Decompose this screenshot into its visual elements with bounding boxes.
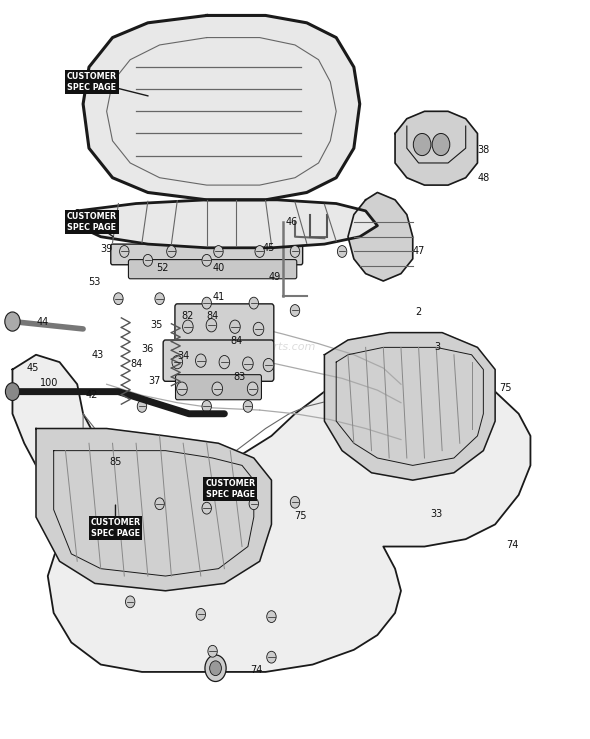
Text: 33: 33 bbox=[430, 509, 442, 519]
Polygon shape bbox=[395, 112, 477, 185]
Circle shape bbox=[212, 382, 222, 395]
Circle shape bbox=[230, 320, 240, 333]
Circle shape bbox=[219, 355, 230, 369]
Text: 74: 74 bbox=[507, 540, 519, 550]
Text: 48: 48 bbox=[477, 173, 490, 183]
Text: 41: 41 bbox=[212, 292, 225, 302]
Text: 35: 35 bbox=[150, 320, 163, 330]
Text: 37: 37 bbox=[149, 375, 161, 386]
Circle shape bbox=[202, 254, 211, 266]
Circle shape bbox=[242, 357, 253, 370]
Text: 45: 45 bbox=[263, 243, 275, 253]
Text: CUSTOMER
SPEC PAGE: CUSTOMER SPEC PAGE bbox=[205, 479, 255, 499]
Circle shape bbox=[172, 355, 182, 369]
Circle shape bbox=[249, 498, 258, 510]
Text: 47: 47 bbox=[412, 247, 425, 256]
Circle shape bbox=[208, 645, 217, 657]
FancyBboxPatch shape bbox=[129, 259, 297, 279]
Circle shape bbox=[249, 297, 258, 309]
Circle shape bbox=[253, 322, 264, 336]
Circle shape bbox=[182, 320, 193, 333]
Circle shape bbox=[255, 245, 264, 257]
Text: CUSTOMER
SPEC PAGE: CUSTOMER SPEC PAGE bbox=[67, 212, 117, 232]
FancyBboxPatch shape bbox=[163, 340, 274, 381]
Circle shape bbox=[247, 382, 258, 395]
Circle shape bbox=[155, 293, 165, 304]
Circle shape bbox=[176, 382, 187, 395]
Circle shape bbox=[167, 245, 176, 257]
Text: 84: 84 bbox=[206, 311, 219, 321]
Text: CUSTOMER
SPEC PAGE: CUSTOMER SPEC PAGE bbox=[90, 518, 140, 538]
Text: 74: 74 bbox=[251, 665, 263, 675]
Circle shape bbox=[290, 304, 300, 316]
Circle shape bbox=[206, 319, 217, 332]
Text: eReplacementParts.com: eReplacementParts.com bbox=[180, 342, 316, 353]
Polygon shape bbox=[324, 333, 495, 480]
Text: 43: 43 bbox=[91, 350, 104, 360]
Circle shape bbox=[120, 245, 129, 257]
Text: 39: 39 bbox=[100, 245, 113, 254]
Circle shape bbox=[5, 383, 19, 401]
Circle shape bbox=[243, 401, 253, 412]
Text: 83: 83 bbox=[233, 372, 245, 382]
Text: 38: 38 bbox=[477, 145, 490, 154]
Text: 36: 36 bbox=[142, 344, 154, 354]
Circle shape bbox=[137, 401, 147, 412]
Circle shape bbox=[202, 297, 211, 309]
Circle shape bbox=[126, 596, 135, 607]
Text: 100: 100 bbox=[40, 378, 58, 388]
Circle shape bbox=[143, 254, 153, 266]
Circle shape bbox=[337, 245, 347, 257]
Text: 82: 82 bbox=[182, 311, 194, 321]
Text: 84: 84 bbox=[230, 336, 242, 347]
FancyBboxPatch shape bbox=[175, 375, 261, 400]
Text: 49: 49 bbox=[268, 272, 280, 282]
Polygon shape bbox=[348, 192, 413, 281]
Text: 52: 52 bbox=[156, 262, 169, 273]
Text: 3: 3 bbox=[434, 342, 441, 353]
Polygon shape bbox=[83, 16, 360, 200]
FancyBboxPatch shape bbox=[175, 304, 274, 343]
Text: 84: 84 bbox=[130, 358, 142, 369]
Text: 42: 42 bbox=[86, 390, 98, 401]
Circle shape bbox=[155, 498, 165, 510]
Circle shape bbox=[263, 358, 274, 372]
Text: CUSTOMER
SPEC PAGE: CUSTOMER SPEC PAGE bbox=[67, 72, 117, 92]
Polygon shape bbox=[77, 200, 378, 248]
Text: 85: 85 bbox=[109, 457, 122, 467]
Text: 34: 34 bbox=[177, 351, 189, 361]
Text: 46: 46 bbox=[286, 217, 298, 227]
Circle shape bbox=[290, 245, 300, 257]
Text: 45: 45 bbox=[27, 363, 40, 373]
Circle shape bbox=[195, 354, 206, 367]
Circle shape bbox=[205, 655, 226, 681]
Text: 53: 53 bbox=[88, 277, 101, 287]
Circle shape bbox=[214, 245, 223, 257]
Circle shape bbox=[5, 312, 20, 331]
Text: 75: 75 bbox=[294, 511, 307, 520]
Text: 44: 44 bbox=[37, 316, 49, 327]
Text: 75: 75 bbox=[500, 383, 512, 393]
Circle shape bbox=[202, 503, 211, 514]
Text: 40: 40 bbox=[212, 262, 225, 273]
Circle shape bbox=[290, 497, 300, 508]
Circle shape bbox=[432, 134, 450, 156]
Circle shape bbox=[114, 293, 123, 304]
Circle shape bbox=[202, 401, 211, 412]
Circle shape bbox=[267, 651, 276, 663]
Circle shape bbox=[196, 608, 205, 620]
Text: 2: 2 bbox=[415, 307, 422, 317]
Circle shape bbox=[267, 610, 276, 622]
FancyBboxPatch shape bbox=[111, 244, 303, 265]
Polygon shape bbox=[12, 355, 530, 672]
Polygon shape bbox=[36, 429, 271, 590]
Circle shape bbox=[414, 134, 431, 156]
Circle shape bbox=[209, 661, 221, 675]
